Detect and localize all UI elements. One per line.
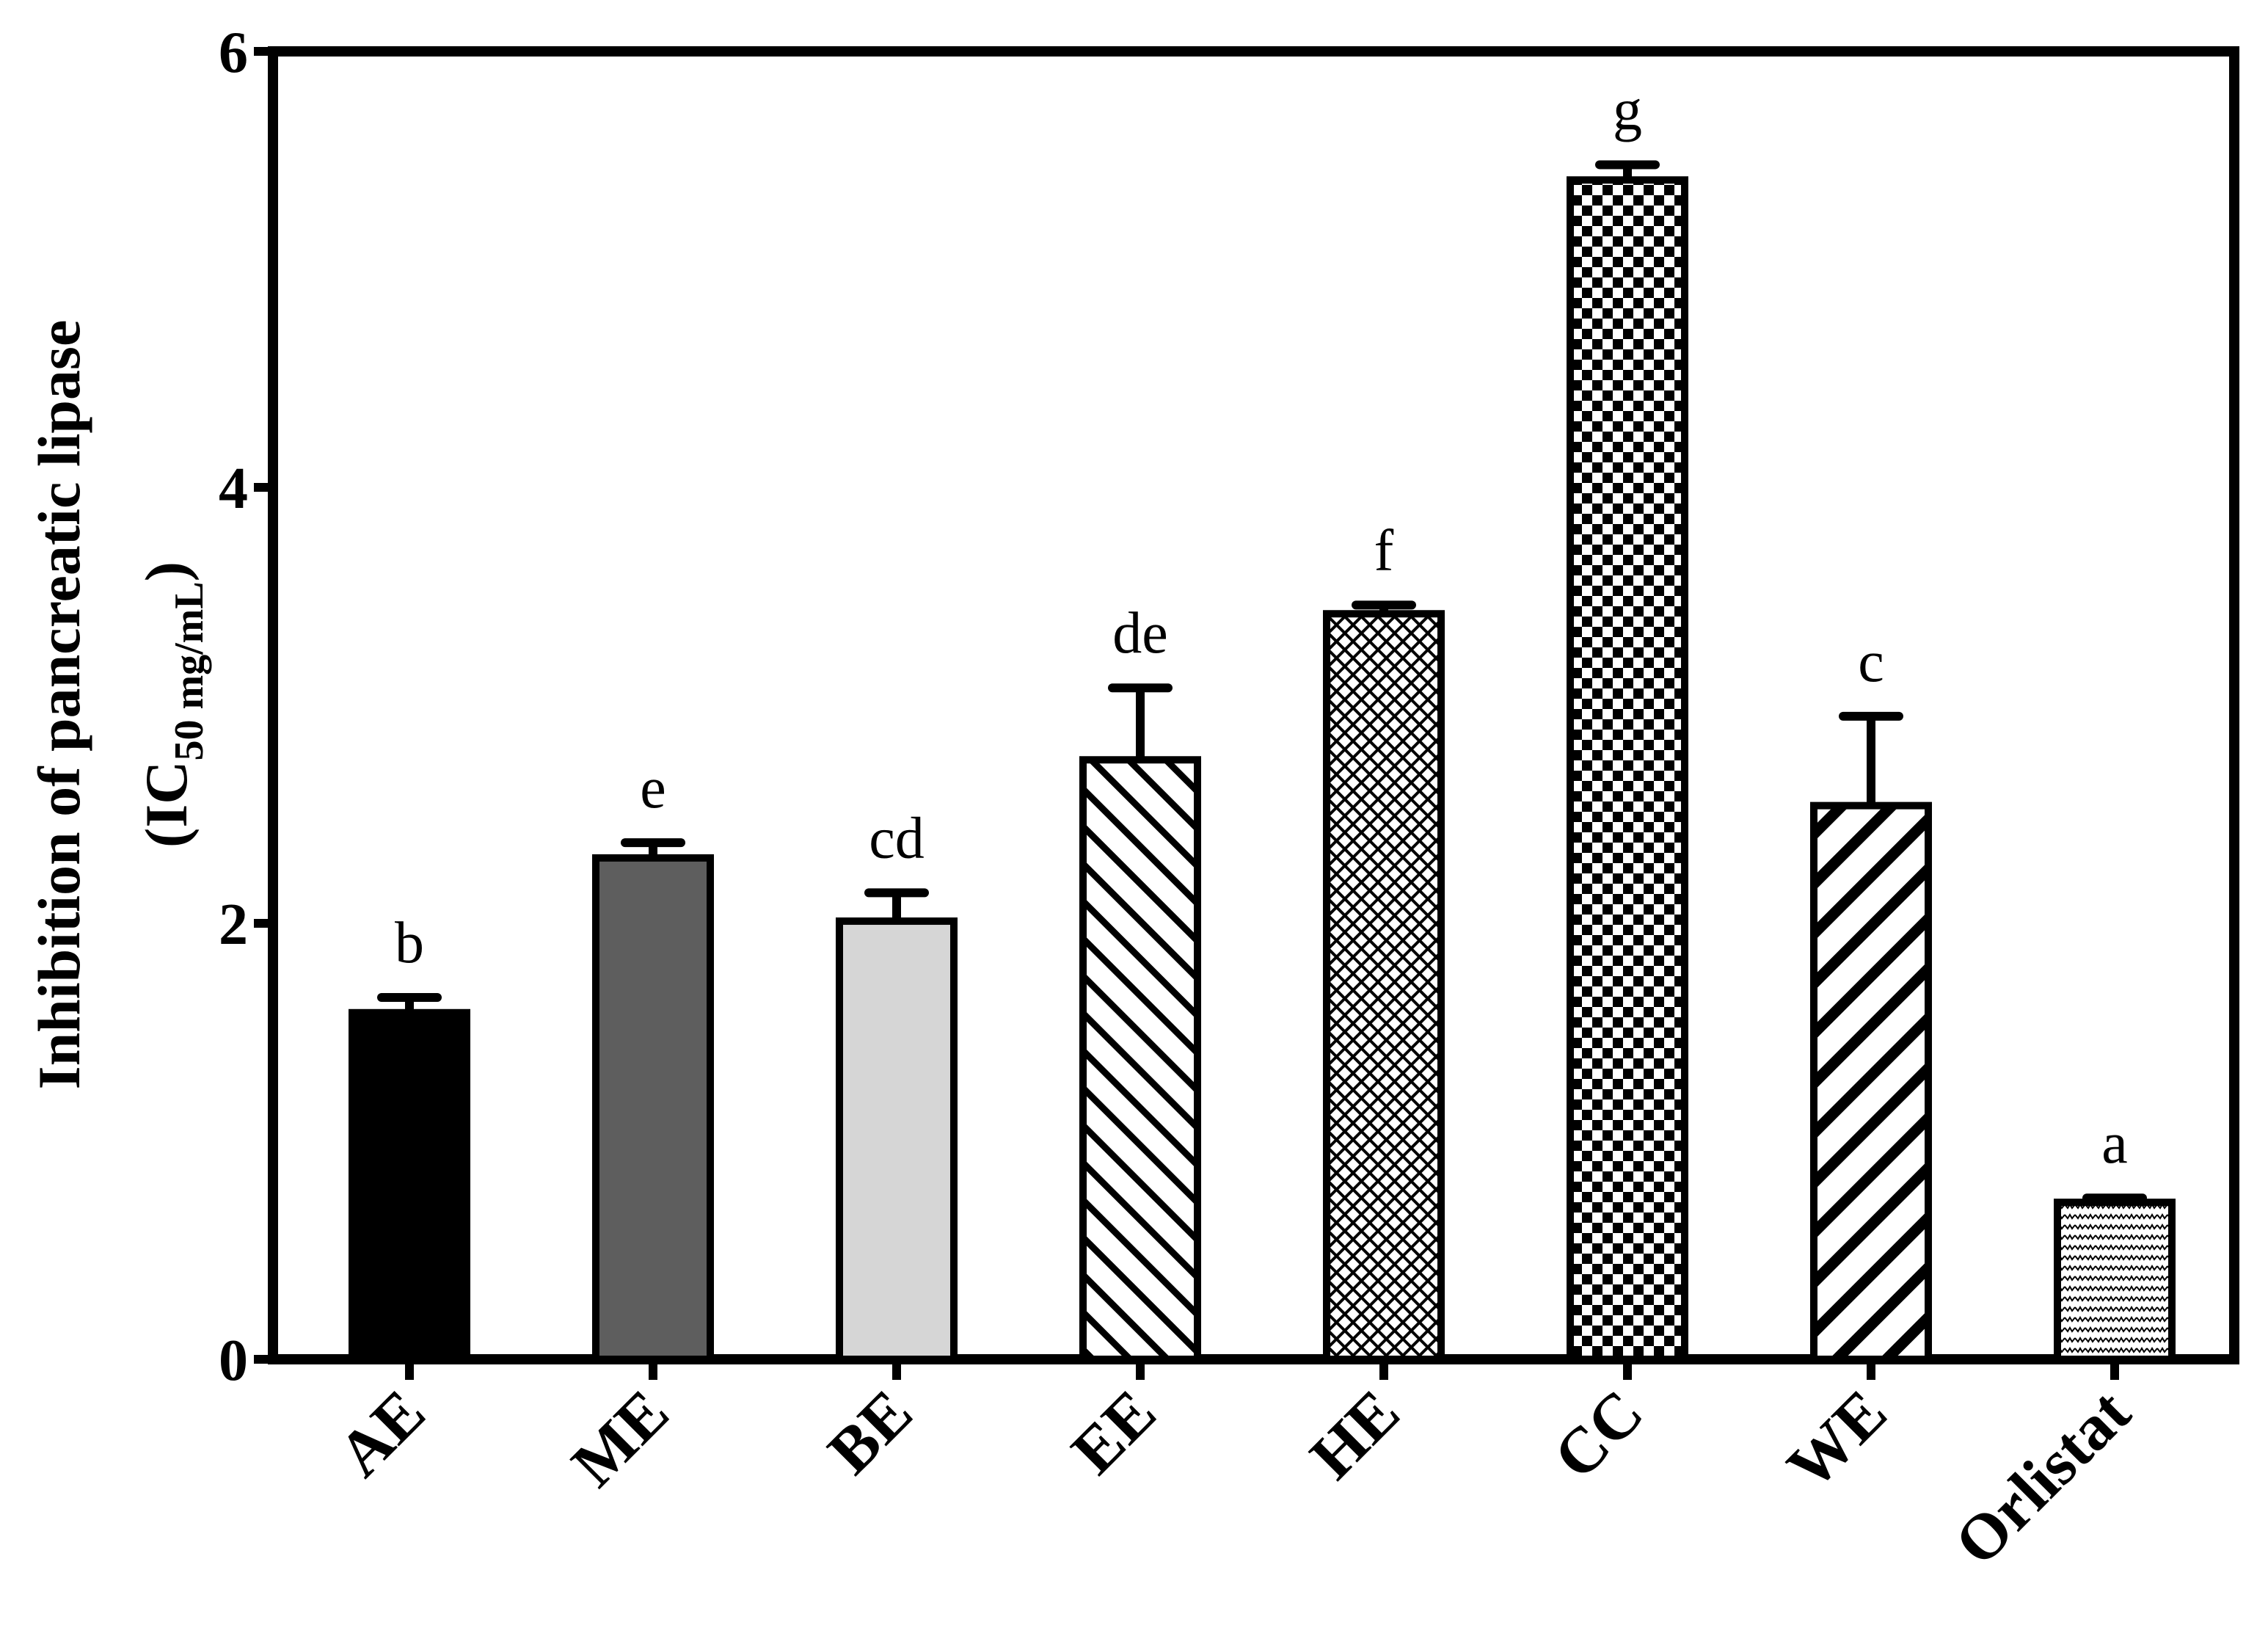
- significance-label-Orlistat: a: [2101, 1111, 2128, 1176]
- bars: b e cd de f g c a: [349, 78, 2176, 1364]
- plot-border: [268, 46, 2239, 1364]
- x-tick-label: CC: [1541, 1377, 1657, 1493]
- significance-label-HE: f: [1374, 518, 1394, 583]
- bar-WE: [1810, 801, 1932, 1363]
- significance-label-WE: c: [1858, 630, 1884, 694]
- y-tick-label: 6: [219, 21, 248, 85]
- x-tick-label: WE: [1774, 1377, 1900, 1503]
- y-tick-label: 4: [219, 457, 248, 521]
- significance-label-AE: b: [395, 911, 424, 975]
- significance-label-EE: de: [1112, 601, 1168, 666]
- y-axis-label-prefix: (IC: [133, 761, 200, 848]
- significance-label-ME: e: [640, 756, 666, 821]
- bar-ME: [592, 854, 714, 1363]
- bar-HE: [1323, 610, 1445, 1363]
- y-axis-label-line-1: Inhibition of pancreatic lipase: [26, 320, 92, 1090]
- x-tick-label: ME: [558, 1377, 682, 1501]
- y-tick-label: 0: [219, 1328, 248, 1393]
- y-axis-label-suffix: ): [133, 561, 200, 581]
- bar-AE: [349, 1008, 470, 1364]
- bar-EE: [1079, 756, 1201, 1363]
- x-tick-label: HE: [1297, 1377, 1414, 1494]
- bar-CC: [1567, 176, 1688, 1364]
- bar-BE: [836, 917, 958, 1363]
- bar-Orlistat: [2054, 1199, 2176, 1364]
- y-tick-label: 2: [219, 892, 248, 957]
- y-axis-label-subscript: 50 mg/mL: [167, 581, 212, 760]
- x-tick-label: EE: [1059, 1377, 1170, 1488]
- significance-label-BE: cd: [869, 806, 925, 870]
- x-tick-label: BE: [815, 1377, 927, 1488]
- significance-label-CC: g: [1613, 78, 1642, 142]
- x-tick-label: Orlistat: [1941, 1377, 2144, 1579]
- y-axis-ticks: 0 2 4 6: [219, 21, 273, 1393]
- y-axis-label-line-2: (IC50 mg/mL): [133, 561, 212, 848]
- x-axis-ticks: AE ME BE EE HE CC WE Orlistat: [325, 1359, 2144, 1579]
- x-tick-label: AE: [325, 1377, 439, 1491]
- plot-frame: [268, 46, 2239, 1364]
- y-axis-label: Inhibition of pancreatic lipase (IC50 mg…: [26, 320, 212, 1090]
